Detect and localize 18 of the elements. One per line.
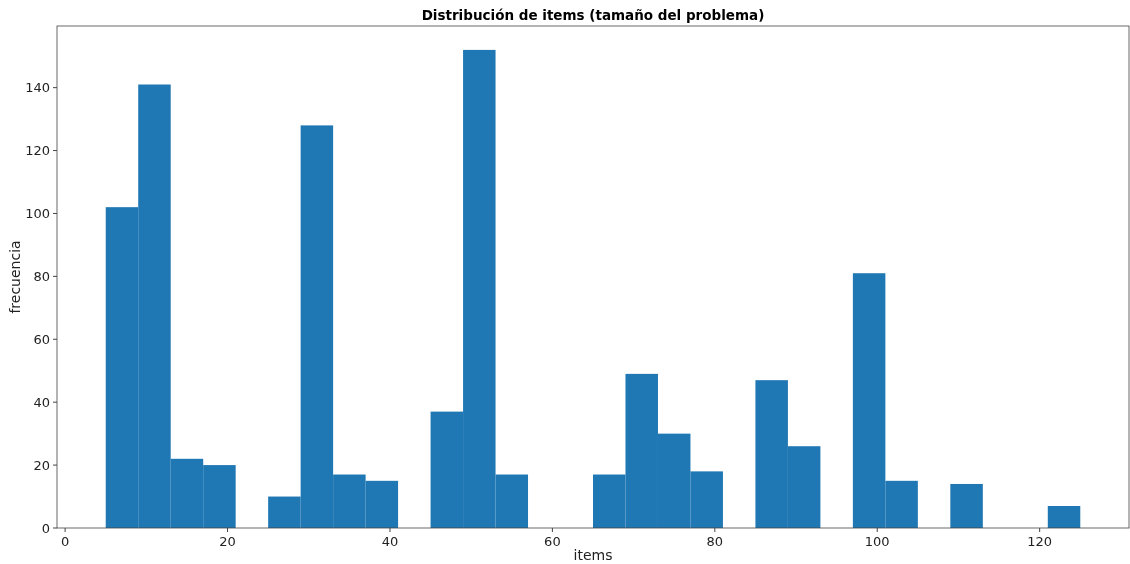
x-tick-label: 100	[864, 534, 890, 549]
chart-title: Distribución de items (tamaño del problema)	[421, 7, 765, 23]
y-tick-label: 120	[25, 143, 50, 159]
y-tick-label: 0	[41, 520, 50, 536]
x-axis-title: items	[573, 547, 613, 563]
y-axis-title: frecuencia	[7, 240, 23, 314]
y-tick-label: 100	[25, 206, 50, 222]
x-tick-label: 120	[1027, 534, 1053, 549]
y-tick-label: 140	[25, 80, 50, 96]
x-tick-label: 0	[60, 534, 70, 549]
x-tick-label: 20	[219, 534, 236, 549]
x-tick-label: 40	[381, 534, 399, 549]
y-tick-label: 20	[33, 457, 50, 473]
x-tick-label: 60	[544, 534, 561, 549]
y-tick-label: 80	[33, 268, 50, 284]
y-tick-label: 60	[33, 331, 50, 347]
x-tick-label: 80	[706, 534, 724, 549]
y-tick-label: 40	[33, 394, 50, 410]
